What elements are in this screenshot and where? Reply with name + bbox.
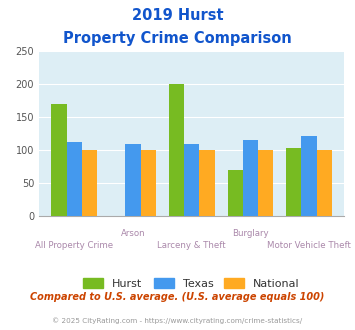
Bar (141, 150, 156, 216)
Bar (125, 144, 141, 216)
Bar (243, 140, 258, 216)
Text: Burglary: Burglary (232, 229, 269, 238)
Bar (82, 150, 97, 216)
Bar (228, 170, 243, 216)
Bar (301, 136, 317, 216)
Text: © 2025 CityRating.com - https://www.cityrating.com/crime-statistics/: © 2025 CityRating.com - https://www.city… (53, 317, 302, 324)
Text: Compared to U.S. average. (U.S. average equals 100): Compared to U.S. average. (U.S. average … (30, 292, 325, 302)
Bar (286, 148, 301, 216)
Legend: Hurst, Texas, National: Hurst, Texas, National (79, 273, 304, 293)
Bar (169, 84, 184, 216)
Text: Property Crime Comparison: Property Crime Comparison (63, 31, 292, 46)
Text: Larceny & Theft: Larceny & Theft (157, 241, 226, 250)
Bar (51, 104, 67, 216)
Bar (67, 142, 82, 216)
Bar (200, 150, 214, 216)
Text: Arson: Arson (121, 229, 145, 238)
Bar (184, 144, 200, 216)
Bar (258, 150, 273, 216)
Text: Motor Vehicle Theft: Motor Vehicle Theft (267, 241, 351, 250)
Text: 2019 Hurst: 2019 Hurst (132, 8, 223, 23)
Bar (317, 150, 332, 216)
Text: All Property Crime: All Property Crime (35, 241, 113, 250)
